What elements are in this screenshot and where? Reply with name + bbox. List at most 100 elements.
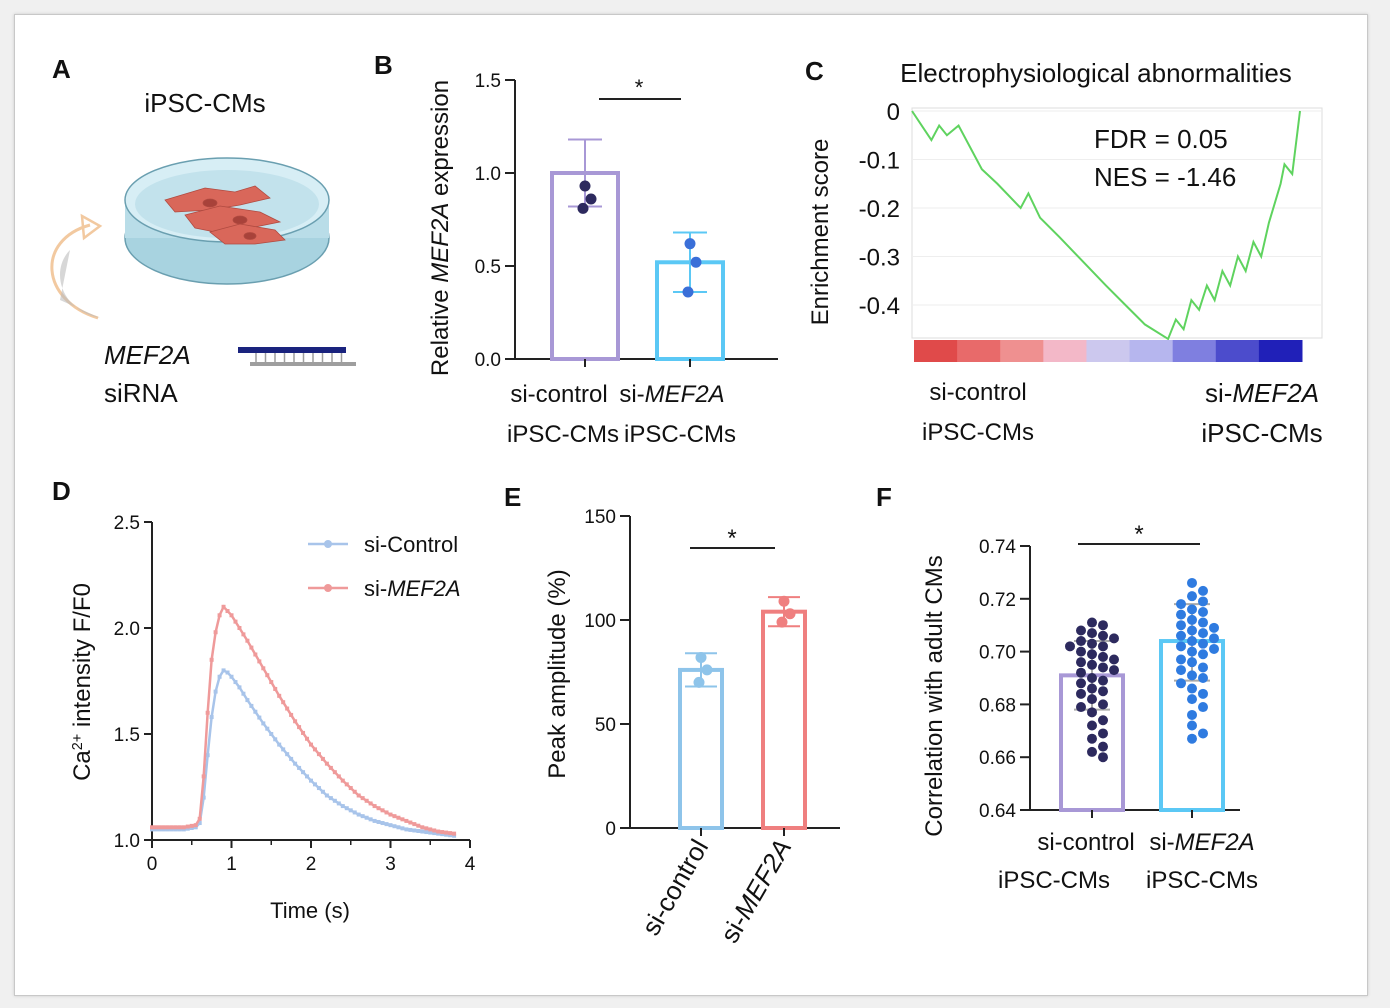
d-y-tick-label: 2.0 (114, 619, 140, 640)
f-data-point (1176, 654, 1186, 665)
f-data-point (1187, 733, 1197, 744)
f-data-point (1098, 630, 1108, 641)
d-series-marker (416, 823, 421, 828)
e-y-tick-label: 50 (595, 715, 616, 736)
d-series-marker (169, 825, 174, 830)
f-y-tick-label: 0.66 (979, 748, 1016, 769)
f-data-point (1109, 665, 1119, 676)
d-series-marker (181, 825, 186, 830)
d-series-marker (305, 736, 310, 741)
d-series-marker (380, 821, 385, 826)
d-series-marker (352, 789, 357, 794)
d-series-marker (348, 786, 353, 791)
b-data-point (690, 256, 702, 268)
panel-e-letter: E (504, 482, 521, 512)
d-series-marker (380, 808, 385, 813)
d-series-marker (372, 818, 377, 823)
f-y-tick-label: 0.72 (979, 590, 1016, 611)
text-part: si-Control (364, 532, 458, 557)
f-y-tick-label: 0.70 (979, 643, 1016, 664)
f-data-point (1098, 620, 1108, 631)
d-series-marker (185, 824, 190, 829)
d-series-marker (332, 770, 337, 775)
f-data-point (1098, 699, 1108, 710)
d-series-marker (217, 674, 222, 679)
d-series-marker (376, 806, 381, 811)
f-data-point (1198, 673, 1208, 683)
text-part: si-control (1037, 829, 1134, 856)
f-data-point (1109, 654, 1119, 665)
d-series-marker (213, 630, 218, 635)
e-data-point (778, 595, 790, 607)
d-series-marker (348, 808, 353, 813)
f-data-point (1187, 670, 1197, 681)
c-y-tick-label: -0.2 (859, 196, 900, 223)
f-data-point (1198, 728, 1208, 739)
f-data-point (1187, 604, 1197, 615)
d-series-marker (257, 715, 262, 720)
f-y-tick-label: 0.68 (979, 695, 1016, 716)
d-legend-label: si-Control (364, 532, 458, 557)
d-series-marker (177, 825, 182, 830)
b-category-line2: iPSC-CMs (507, 421, 619, 448)
f-data-point (1076, 646, 1086, 657)
f-data-point (1098, 715, 1108, 726)
d-series-marker (424, 830, 429, 835)
d-legend-marker (324, 584, 332, 592)
d-series-marker (237, 685, 242, 690)
c-right-line2: iPSC-CMs (1201, 418, 1322, 448)
panel-d: D 1.0 1.5 2.0 2.5 0 1 2 3 4 si-Control si-MEF2A Ca2… (52, 476, 476, 923)
d-series-marker (396, 825, 401, 830)
d-series-marker (205, 753, 210, 758)
f-data-point (1076, 625, 1086, 636)
b-data-point (585, 193, 597, 205)
f-data-point (1198, 649, 1208, 660)
d-x-tick-label: 4 (465, 854, 476, 875)
d-series-marker (432, 828, 437, 833)
d-series-marker (360, 796, 365, 801)
c-heatbar-segment (1000, 340, 1044, 362)
f-data-point (1176, 599, 1186, 610)
c-heatbar-segment (957, 340, 1001, 362)
f-data-point (1098, 662, 1108, 673)
d-series-marker (436, 829, 441, 834)
d-series-marker (336, 774, 341, 779)
f-data-point (1187, 694, 1197, 705)
f-data-point (1098, 741, 1108, 752)
f-data-point (1187, 683, 1197, 694)
panel-a-title: iPSC-CMs (144, 88, 265, 118)
f-data-point (1187, 625, 1197, 636)
e-y-tick-label: 150 (584, 507, 616, 528)
d-series-marker (384, 822, 389, 827)
f-data-point (1198, 585, 1208, 596)
d-series-marker (368, 801, 373, 806)
d-series-marker (269, 732, 274, 736)
d-series-marker (448, 831, 453, 836)
text-part: si-control (510, 381, 607, 408)
b-category-label: si-control (510, 381, 607, 408)
e-y-tick-label: 100 (584, 611, 616, 632)
e-data-point (776, 616, 788, 628)
d-series-marker (452, 831, 457, 836)
d-series-marker (261, 666, 266, 671)
d-series-marker (281, 700, 286, 705)
d-series-marker (201, 795, 206, 800)
f-data-point (1176, 630, 1186, 641)
f-data-point (1076, 702, 1086, 713)
d-series-marker (197, 816, 202, 821)
d-series-marker (157, 825, 162, 830)
e-bar (761, 609, 807, 830)
d-series-marker (452, 833, 457, 838)
d-series-marker (233, 680, 238, 685)
d-series-marker (305, 774, 310, 779)
d-series-marker (281, 747, 286, 752)
d-legend-label: si-MEF2A (364, 576, 461, 601)
e-data-point (701, 664, 713, 676)
c-left-label: si-control (929, 379, 1026, 406)
d-series-marker (312, 782, 317, 787)
d-series-marker (364, 798, 369, 803)
d-series-marker (193, 823, 198, 828)
f-data-point (1065, 641, 1075, 652)
f-category-label: si-MEF2A (1149, 829, 1254, 856)
f-data-point (1098, 641, 1108, 652)
